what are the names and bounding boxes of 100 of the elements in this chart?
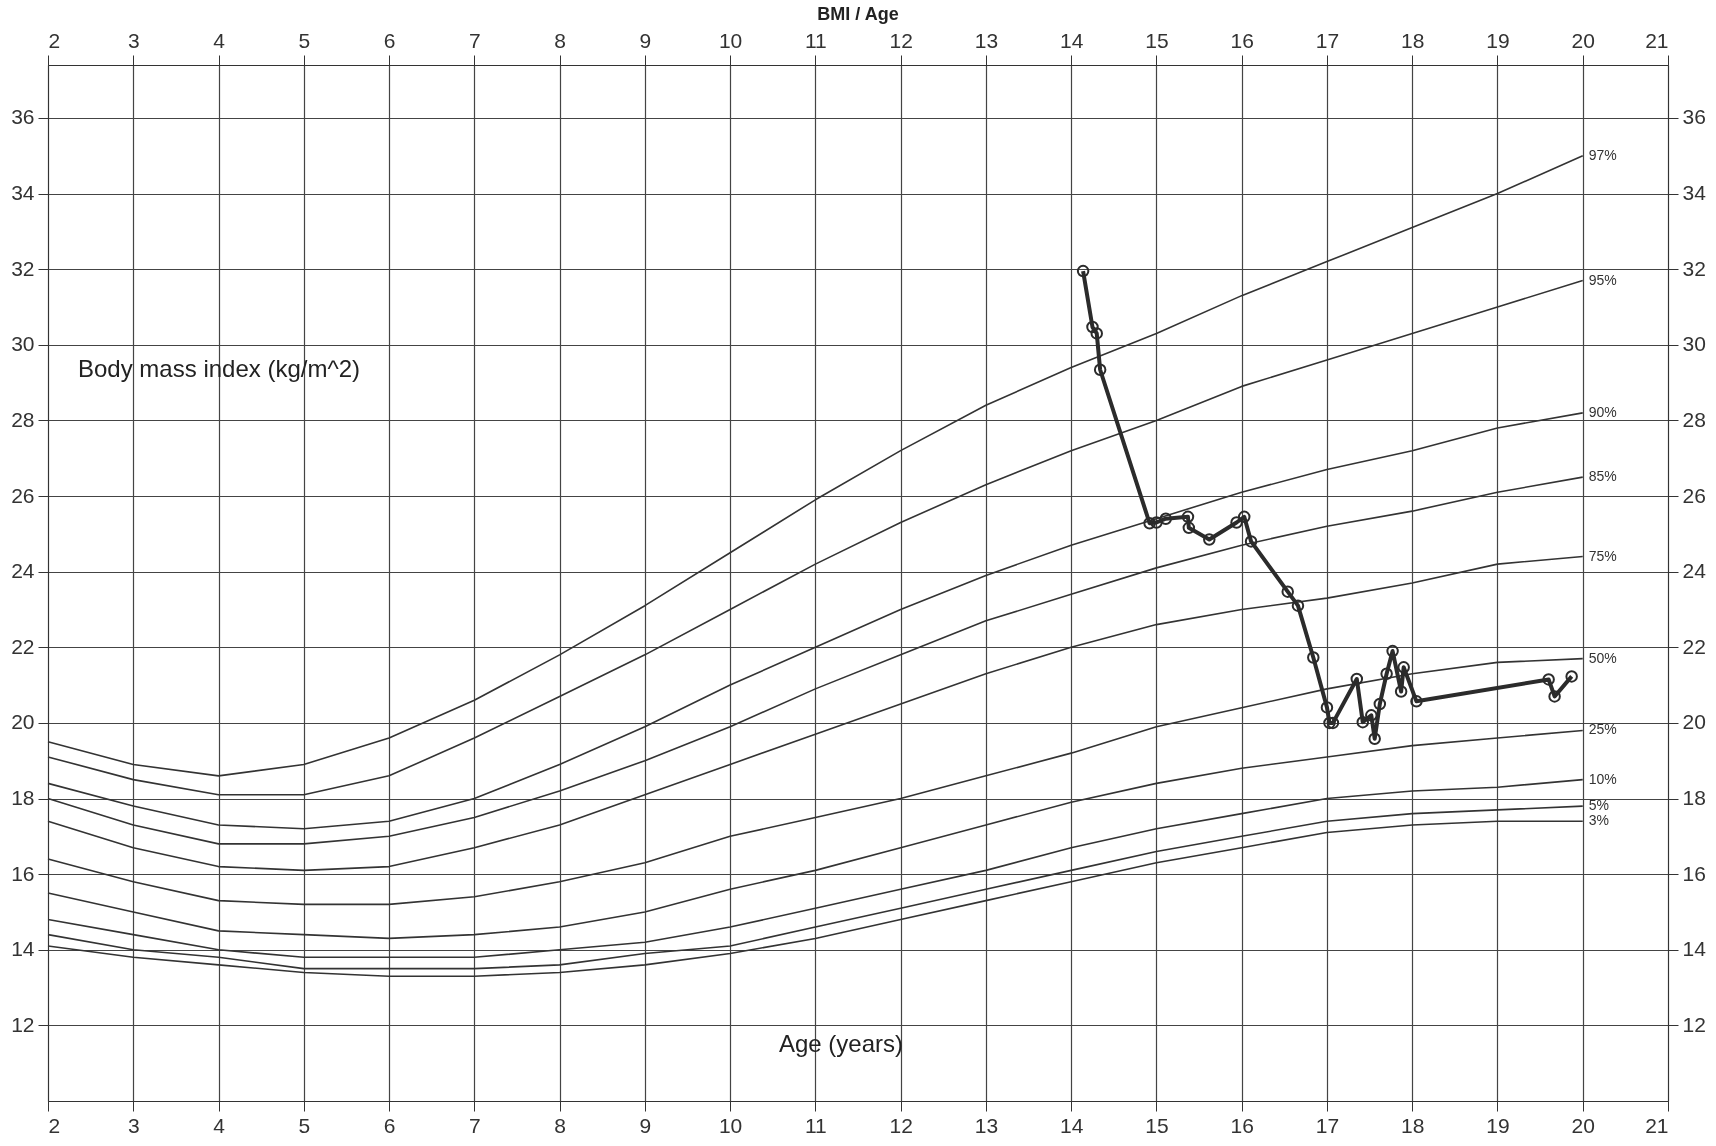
x-tick-label: 13 <box>974 1113 999 1137</box>
point <box>1356 715 1369 729</box>
point <box>1410 695 1423 708</box>
x2-tick-label: 3 <box>127 28 140 52</box>
series-label: 97% <box>1588 146 1617 163</box>
x2-tick-label: 14 <box>1059 28 1084 52</box>
x-tick-label: 9 <box>639 1113 652 1137</box>
x2-tick-label: 4 <box>213 28 226 52</box>
point <box>1548 690 1561 703</box>
x-tick-label: 6 <box>383 1113 396 1137</box>
y2-tick-label: 28 <box>1682 407 1706 431</box>
series-label: 25% <box>1588 721 1617 738</box>
y-tick-label: 12 <box>11 1012 35 1036</box>
y2-tick-label: 20 <box>1682 710 1706 734</box>
y-tick-label: 20 <box>11 710 35 734</box>
x-tick-label: 19 <box>1486 1113 1510 1137</box>
y2-tick-label: 12 <box>1682 1012 1706 1036</box>
x2-tick-label: 17 <box>1315 28 1340 52</box>
x-tick-label: 4 <box>213 1113 226 1137</box>
x2-tick-label: 16 <box>1230 28 1254 52</box>
y-tick-label: 16 <box>11 861 35 885</box>
point <box>1150 516 1163 529</box>
point <box>1244 535 1258 548</box>
x2-tick-label: 19 <box>1486 28 1510 52</box>
point <box>1397 661 1410 674</box>
point <box>1394 685 1408 698</box>
point <box>1093 363 1107 376</box>
point <box>1307 651 1320 664</box>
y-tick-label: 34 <box>11 181 35 205</box>
y2-tick-label: 22 <box>1682 634 1706 658</box>
y-tick-label: 26 <box>11 483 35 507</box>
x2-tick-label: 20 <box>1571 28 1595 52</box>
x-tick-label: 11 <box>804 1113 827 1137</box>
x-tick-label: 15 <box>1145 1113 1169 1137</box>
x2-tick-label: 8 <box>554 28 566 52</box>
point <box>1291 599 1305 612</box>
y-tick-label: 24 <box>11 559 35 583</box>
series-label: 90% <box>1588 403 1617 420</box>
point <box>1320 701 1334 714</box>
y2-tick-label: 16 <box>1682 861 1706 885</box>
x2-tick-label: 9 <box>639 28 652 52</box>
x-tick-label: 7 <box>468 1113 481 1137</box>
x-tick-label: 17 <box>1315 1113 1340 1137</box>
point <box>1565 670 1578 683</box>
y2-tick-label: 18 <box>1682 786 1706 810</box>
chart-title: BMI / Age <box>817 4 899 24</box>
y2-tick-label: 36 <box>1682 105 1706 129</box>
point <box>1326 716 1340 730</box>
series-label: 50% <box>1588 649 1617 666</box>
y-tick-label: 28 <box>11 407 35 431</box>
series-label: 95% <box>1588 271 1617 288</box>
x2-tick-label: 21 <box>1645 28 1669 52</box>
y-tick-label: 14 <box>11 937 35 961</box>
y2-tick-label: 34 <box>1682 181 1707 205</box>
x2-tick-label: 12 <box>889 28 913 52</box>
point <box>1323 716 1336 730</box>
x2-tick-label: 10 <box>718 28 743 52</box>
x2-tick-label: 13 <box>974 28 999 52</box>
point <box>1230 516 1243 529</box>
y2-tick-label: 24 <box>1682 559 1707 583</box>
x-tick-label: 3 <box>127 1113 140 1137</box>
series-label: 75% <box>1588 547 1617 564</box>
y2-tick-label: 26 <box>1682 483 1706 507</box>
point <box>1542 673 1555 686</box>
x2-tick-label: 15 <box>1145 28 1169 52</box>
point <box>1238 510 1251 524</box>
x-tick-label: 12 <box>889 1113 913 1137</box>
point <box>1380 667 1393 680</box>
x2-tick-label: 5 <box>298 28 311 52</box>
point <box>1143 517 1156 530</box>
x-tick-label: 5 <box>298 1113 311 1137</box>
series-label: 10% <box>1588 770 1617 787</box>
y-tick-label: 36 <box>11 105 35 129</box>
point <box>1182 521 1196 535</box>
x-tick-label: 8 <box>554 1113 566 1137</box>
x2-tick-label: 7 <box>468 28 481 52</box>
point <box>1281 585 1294 598</box>
point <box>1373 697 1387 711</box>
x-tick-label: 20 <box>1571 1113 1595 1137</box>
point <box>1350 672 1364 686</box>
y-tick-label: 18 <box>11 786 35 810</box>
point <box>1365 709 1378 722</box>
point <box>1203 533 1216 546</box>
x-tick-label: 18 <box>1401 1113 1425 1137</box>
point <box>1076 264 1090 278</box>
x-tick-label: 10 <box>718 1113 743 1137</box>
x-tick-label: 2 <box>48 1113 61 1137</box>
point <box>1086 320 1099 334</box>
x-tick-label: 21 <box>1645 1113 1669 1137</box>
point <box>1181 510 1195 524</box>
x2-tick-label: 11 <box>804 28 827 52</box>
y2-tick-label: 30 <box>1682 332 1706 356</box>
x2-tick-label: 6 <box>383 28 396 52</box>
y2-tick-label: 14 <box>1682 937 1707 961</box>
y-tick-label: 22 <box>11 634 35 658</box>
series-label: 5% <box>1588 797 1609 814</box>
y2-tick-label: 32 <box>1682 256 1706 280</box>
point <box>1368 732 1381 746</box>
x-tick-label: 16 <box>1230 1113 1254 1137</box>
series-label: 85% <box>1588 468 1617 485</box>
